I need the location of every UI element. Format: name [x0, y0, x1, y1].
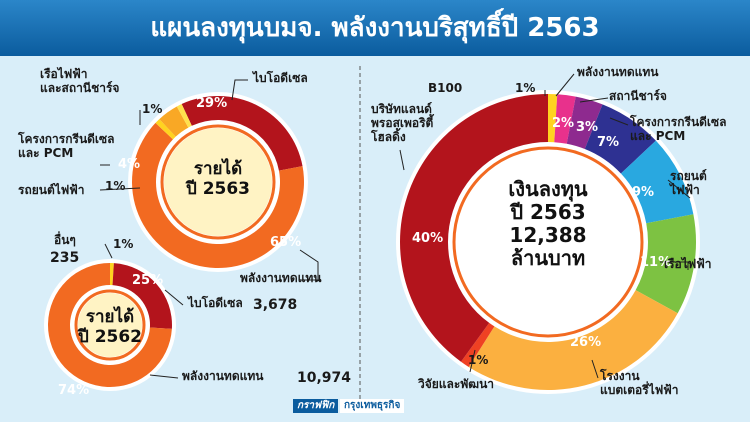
center-label: รายได้ ปี 2563: [185, 159, 251, 199]
leader: [99, 187, 141, 191]
value-label: 1%: [105, 179, 126, 193]
segment-name: เรือไฟฟ้า และสถานีชาร์จ: [40, 67, 120, 95]
segment: [131, 122, 304, 268]
inner-ring-color: [160, 124, 276, 240]
leader: [299, 249, 319, 281]
center-label: เงินลงทุน ปี 2563 12,388 ล้านบาท: [508, 177, 588, 270]
leader: [149, 374, 179, 379]
segment: [635, 214, 696, 314]
segment-name: พลังงานทดแทน: [577, 65, 659, 79]
segment: [461, 322, 495, 367]
credit-2: กรุงเทพธุรกิจ: [340, 399, 405, 413]
value-label: 25%: [132, 273, 164, 288]
leader: [591, 359, 599, 379]
leader: [667, 179, 691, 199]
segment-name: พลังงานทดแทน: [182, 369, 264, 383]
segment-name: รถยนต์ ไฟฟ้า: [670, 169, 707, 197]
value-label: 74%: [58, 383, 90, 398]
leader: [660, 261, 689, 270]
value-label: 65%: [270, 235, 302, 250]
segment: [47, 263, 172, 387]
segment: [468, 290, 678, 390]
leader: [399, 149, 405, 171]
value-label: 29%: [196, 96, 228, 111]
value-label: 1%: [113, 237, 134, 251]
leader: [164, 289, 184, 306]
leader: [469, 349, 476, 373]
amount-label: 10,974: [297, 370, 352, 386]
segment: [112, 263, 172, 329]
segment: [159, 106, 189, 137]
value-label: 9%: [632, 185, 655, 200]
segment-name: รถยนต์ไฟฟ้า: [18, 183, 85, 197]
segment-name: โรงงาน แบตเตอรี่ไฟฟ้า: [600, 369, 679, 397]
segment-name: โครงการกรีนดีเซล และ PCM: [630, 115, 727, 143]
amount-label: 235: [50, 250, 80, 266]
segment-name: สถานีชาร์จ: [609, 89, 667, 103]
value-label: 3%: [576, 120, 599, 135]
segment: [176, 104, 192, 128]
segment-name: เรือไฟฟ้า: [664, 257, 712, 271]
segment: [155, 119, 176, 140]
inner-ring-color: [74, 289, 146, 361]
amount-label: 3,678: [253, 297, 298, 313]
center-label: รายได้ ปี 2562: [77, 307, 143, 347]
segment-name: วิจัยและพัฒนา: [418, 377, 495, 391]
segment-name: บริษัทแลนด์ พรอสเพอริตี้ โฮลดิ้ง: [371, 102, 434, 144]
value-label: 2%: [552, 116, 575, 131]
center: [456, 150, 640, 334]
segment: [110, 263, 114, 286]
value-label: 40%: [412, 231, 444, 246]
value-label: 1%: [468, 353, 489, 367]
credit-1: กราฟฟิก: [293, 399, 339, 413]
leader: [579, 97, 609, 103]
segment: [554, 94, 576, 144]
value-label: 1%: [142, 102, 163, 116]
leader: [231, 79, 248, 101]
value-label: 11%: [640, 255, 672, 270]
center: [78, 293, 142, 357]
segment-name: พลังงานทดแทน: [240, 271, 322, 285]
segment-name: ไบโอดีเซล: [188, 296, 243, 310]
segment-name: ไบโอดีเซล: [253, 71, 308, 85]
value-label: 4%: [118, 157, 141, 172]
segment-name: อื่นๆ: [54, 233, 76, 247]
segment: [566, 96, 603, 150]
title: แผนลงทุนบมจ. พลังงานบริสุทธิ์ปี 2563: [0, 0, 750, 56]
value-label: 26%: [570, 335, 602, 350]
segment: [400, 94, 548, 362]
segment-name: โครงการกรีนดีเซล และ PCM: [18, 132, 115, 160]
leader: [609, 117, 629, 126]
segment-name: B100: [428, 81, 463, 95]
segment: [181, 96, 303, 171]
segment: [620, 140, 694, 224]
segment: [584, 104, 656, 174]
value-label: 7%: [597, 135, 620, 150]
center: [164, 128, 272, 236]
leader: [555, 73, 575, 97]
value-label: 1%: [515, 81, 536, 95]
segment: [548, 94, 558, 143]
inner-ring-color: [452, 146, 644, 338]
leader: [104, 243, 113, 259]
